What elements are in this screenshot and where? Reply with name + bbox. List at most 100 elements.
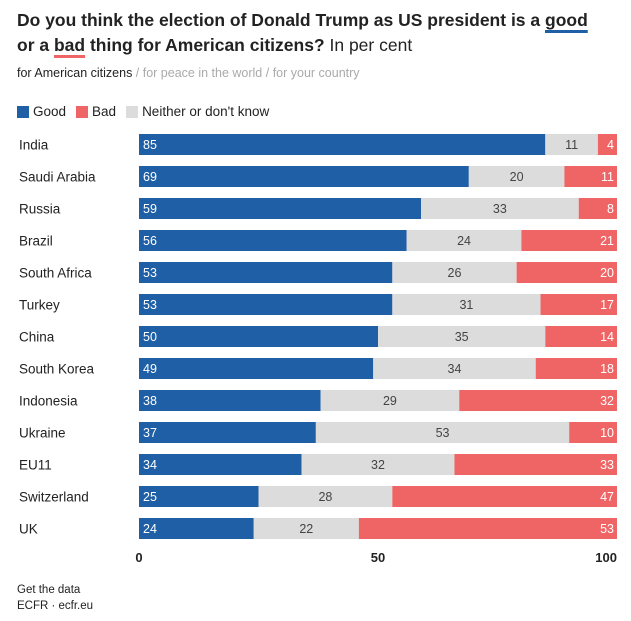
value-label-good-turkey: 53 <box>143 298 157 312</box>
legend-item-bad: Bad <box>76 104 116 119</box>
bar-good-uk <box>139 518 254 539</box>
value-label-good-south-korea: 49 <box>143 362 157 376</box>
tab-peace-in-world[interactable]: for peace in the world <box>142 66 263 80</box>
value-label-neither-russia: 33 <box>493 202 507 216</box>
bar-bad-russia <box>578 198 617 219</box>
legend-item-neither: Neither or don't know <box>126 104 269 119</box>
category-label-eu11: EU11 <box>19 458 52 473</box>
value-label-good-china: 50 <box>143 330 157 344</box>
value-label-good-uk: 24 <box>143 522 157 536</box>
value-label-bad-saudi-arabia: 11 <box>601 170 614 184</box>
value-label-neither-indonesia: 29 <box>383 394 397 408</box>
bar-good-eu11 <box>139 454 302 475</box>
bar-good-brazil <box>139 230 407 251</box>
category-label-brazil: Brazil <box>19 234 53 249</box>
value-label-bad-russia: 8 <box>607 202 614 216</box>
value-label-bad-china: 14 <box>600 330 614 344</box>
value-label-bad-ukraine: 10 <box>600 426 614 440</box>
legend-swatch-good <box>17 105 29 118</box>
value-label-good-eu11: 34 <box>143 458 157 472</box>
value-label-bad-switzerland: 47 <box>600 490 614 504</box>
legend-label-good: Good <box>33 104 67 119</box>
bar-good-russia <box>139 198 422 219</box>
category-label-saudi-arabia: Saudi Arabia <box>19 170 96 185</box>
value-label-good-south-africa: 53 <box>143 266 157 280</box>
value-label-neither-brazil: 24 <box>457 234 471 248</box>
category-label-india: India <box>19 138 49 153</box>
bar-bad-india <box>597 134 617 155</box>
category-label-turkey: Turkey <box>19 298 60 313</box>
bar-bad-brazil <box>521 230 617 251</box>
bar-good-india <box>139 134 546 155</box>
bar-bad-switzerland <box>392 486 617 507</box>
x-tick-label-0: 0 <box>135 550 142 565</box>
value-label-neither-india: 11 <box>565 138 578 152</box>
bar-bad-saudi-arabia <box>564 166 617 187</box>
legend-label-neither: Neither or don't know <box>142 104 270 119</box>
bar-bad-ukraine <box>569 422 617 443</box>
legend-label-bad: Bad <box>92 104 117 119</box>
value-label-good-india: 85 <box>143 138 157 152</box>
x-tick-label-50: 50 <box>371 550 385 565</box>
bar-neither-brazil <box>406 230 522 251</box>
value-label-neither-ukraine: 53 <box>436 426 450 440</box>
value-label-bad-brazil: 21 <box>600 234 614 248</box>
bar-neither-south-africa <box>392 262 517 283</box>
category-label-russia: Russia <box>19 202 61 217</box>
legend-swatch-neither <box>126 105 139 118</box>
value-label-good-saudi-arabia: 69 <box>143 170 157 184</box>
bar-good-ukraine <box>139 422 316 443</box>
source-credit: ECFR · ecfr.eu <box>17 600 94 612</box>
value-label-bad-indonesia: 32 <box>600 394 614 408</box>
bar-neither-saudi-arabia <box>468 166 565 187</box>
legend-item-good: Good <box>17 104 66 119</box>
value-label-neither-south-korea: 34 <box>448 362 462 376</box>
value-label-neither-switzerland: 28 <box>318 490 332 504</box>
tab-separator: / <box>132 66 143 80</box>
tab-your-country[interactable]: for your country <box>272 66 360 80</box>
x-tick-label-100: 100 <box>595 550 617 565</box>
title-part3: thing for American citizens? <box>85 35 325 55</box>
tab-american-citizens[interactable]: for American citizens <box>17 66 133 80</box>
value-label-neither-turkey: 31 <box>459 298 473 312</box>
value-label-bad-south-korea: 18 <box>600 362 614 376</box>
bar-good-turkey <box>139 294 393 315</box>
question-tabs: for American citizens / for peace in the… <box>17 66 360 80</box>
value-label-good-switzerland: 25 <box>143 490 157 504</box>
value-label-bad-india: 4 <box>607 138 614 152</box>
chart-title: Do you think the election of Donald Trum… <box>17 8 617 58</box>
chart-legend: Good Bad Neither or don't know <box>17 104 279 119</box>
bar-bad-indonesia <box>459 390 617 411</box>
bar-bad-china <box>545 326 617 347</box>
title-bad: bad <box>53 35 86 55</box>
category-label-china: China <box>19 330 55 345</box>
get-the-data-link[interactable]: Get the data <box>17 584 81 596</box>
tab-separator: / <box>262 66 273 80</box>
bar-good-switzerland <box>139 486 259 507</box>
bar-bad-eu11 <box>454 454 617 475</box>
bar-bad-south-korea <box>535 358 617 379</box>
title-part2: or a <box>17 35 54 55</box>
value-label-bad-eu11: 33 <box>600 458 614 472</box>
category-label-ukraine: Ukraine <box>19 426 66 441</box>
value-label-good-russia: 59 <box>143 202 157 216</box>
category-label-switzerland: Switzerland <box>19 490 89 505</box>
bar-neither-ukraine <box>315 422 570 443</box>
bar-good-china <box>139 326 378 347</box>
value-label-neither-saudi-arabia: 20 <box>510 170 524 184</box>
category-label-uk: UK <box>19 522 38 537</box>
value-label-good-ukraine: 37 <box>143 426 157 440</box>
value-label-bad-south-africa: 20 <box>600 266 614 280</box>
bar-neither-india <box>545 134 598 155</box>
bar-neither-south-korea <box>373 358 536 379</box>
footer: Get the data ECFR · ecfr.eu <box>17 582 93 614</box>
value-label-neither-eu11: 32 <box>371 458 385 472</box>
title-good: good <box>545 10 588 30</box>
value-label-good-brazil: 56 <box>143 234 157 248</box>
value-label-neither-uk: 22 <box>299 522 313 536</box>
bar-neither-uk <box>253 518 359 539</box>
bar-neither-china <box>378 326 546 347</box>
category-label-south-africa: South Africa <box>19 266 92 281</box>
bar-good-saudi-arabia <box>139 166 469 187</box>
